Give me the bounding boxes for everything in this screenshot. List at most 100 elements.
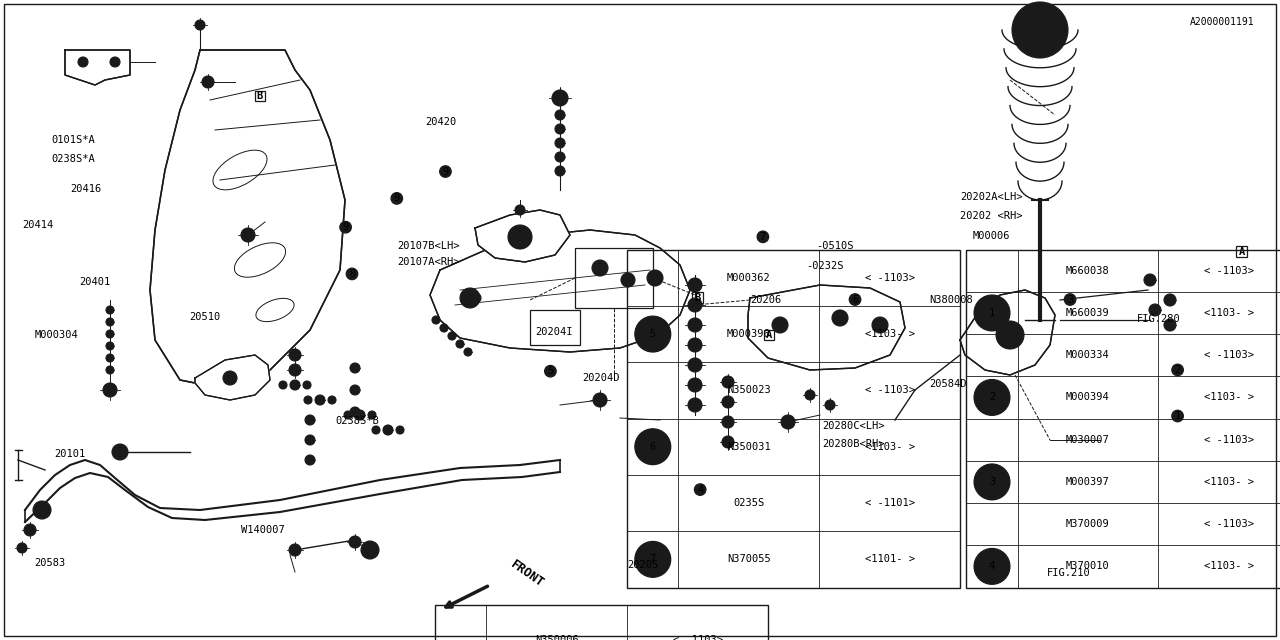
Bar	[764, 330, 774, 340]
Circle shape	[689, 338, 701, 352]
Circle shape	[974, 380, 1010, 415]
Circle shape	[241, 228, 255, 242]
Text: 3: 3	[989, 477, 995, 487]
Circle shape	[876, 321, 884, 329]
Circle shape	[279, 381, 287, 389]
Text: 0101S*A: 0101S*A	[51, 134, 95, 145]
Circle shape	[102, 383, 116, 397]
Circle shape	[392, 193, 402, 204]
Text: M000396: M000396	[727, 329, 771, 339]
Circle shape	[1172, 410, 1184, 422]
Circle shape	[593, 393, 607, 407]
Circle shape	[305, 435, 315, 445]
Text: 20204D: 20204D	[582, 372, 620, 383]
Circle shape	[17, 543, 27, 553]
Circle shape	[596, 264, 604, 272]
Circle shape	[996, 321, 1024, 349]
Circle shape	[113, 444, 128, 460]
Circle shape	[1004, 328, 1018, 342]
Text: 20416: 20416	[70, 184, 101, 194]
Circle shape	[456, 340, 465, 348]
Circle shape	[826, 400, 835, 410]
Polygon shape	[65, 50, 131, 85]
Circle shape	[635, 429, 671, 465]
Text: 20401: 20401	[79, 276, 110, 287]
Bar	[627, 250, 960, 588]
Circle shape	[433, 316, 440, 324]
Circle shape	[832, 310, 849, 326]
Bar	[530, 310, 580, 345]
Text: < -1103>: < -1103>	[672, 635, 723, 640]
Text: FIG.210: FIG.210	[1047, 568, 1091, 578]
Text: M000394: M000394	[1066, 392, 1110, 403]
Circle shape	[1065, 294, 1075, 305]
Polygon shape	[430, 230, 690, 352]
Circle shape	[202, 76, 214, 88]
Text: 6: 6	[650, 442, 655, 452]
Text: 9: 9	[343, 222, 348, 232]
Circle shape	[722, 396, 733, 408]
Circle shape	[689, 318, 701, 332]
Text: M030007: M030007	[1066, 435, 1110, 445]
Text: 20583: 20583	[35, 558, 65, 568]
Text: A: A	[767, 330, 772, 340]
Text: N350023: N350023	[727, 385, 771, 396]
Circle shape	[289, 364, 301, 376]
Text: FRONT: FRONT	[508, 558, 547, 590]
Text: <1103- >: <1103- >	[1203, 392, 1254, 403]
Text: 7: 7	[650, 554, 655, 564]
Text: 5: 5	[650, 329, 655, 339]
Circle shape	[78, 57, 88, 67]
Text: 20420: 20420	[425, 116, 456, 127]
Circle shape	[460, 288, 480, 308]
Circle shape	[850, 294, 861, 305]
Circle shape	[621, 273, 635, 287]
Circle shape	[305, 415, 315, 425]
Circle shape	[106, 354, 114, 362]
Polygon shape	[150, 50, 346, 390]
Circle shape	[974, 295, 1010, 331]
Circle shape	[635, 316, 671, 352]
Circle shape	[349, 407, 360, 417]
Circle shape	[223, 371, 237, 385]
Circle shape	[1034, 24, 1046, 36]
Text: <1103- >: <1103- >	[1203, 561, 1254, 572]
Text: <1103- >: <1103- >	[864, 442, 915, 452]
Circle shape	[24, 524, 36, 536]
Text: 20280B<RH>: 20280B<RH>	[822, 438, 884, 449]
Text: N380008: N380008	[929, 294, 973, 305]
Text: <1101- >: <1101- >	[864, 554, 915, 564]
Circle shape	[303, 381, 311, 389]
Circle shape	[556, 152, 564, 162]
Circle shape	[289, 349, 301, 361]
Circle shape	[349, 536, 361, 548]
Circle shape	[772, 317, 788, 333]
Text: 20414: 20414	[22, 220, 52, 230]
Text: 20280C<LH>: 20280C<LH>	[822, 421, 884, 431]
Circle shape	[305, 396, 312, 404]
Circle shape	[689, 378, 701, 392]
Circle shape	[106, 342, 114, 350]
Circle shape	[1012, 2, 1068, 58]
Text: B: B	[695, 292, 700, 303]
Circle shape	[106, 366, 114, 374]
Text: W140007: W140007	[241, 525, 284, 535]
Circle shape	[1149, 304, 1161, 316]
Circle shape	[689, 398, 701, 412]
Circle shape	[369, 411, 376, 419]
Circle shape	[722, 436, 733, 448]
Text: <1103- >: <1103- >	[1203, 308, 1254, 318]
Text: N350031: N350031	[727, 442, 771, 452]
Circle shape	[289, 544, 301, 556]
Text: 20107A<RH>: 20107A<RH>	[397, 257, 460, 268]
Text: 20510: 20510	[189, 312, 220, 322]
Circle shape	[305, 455, 315, 465]
Text: A2000001191: A2000001191	[1190, 17, 1254, 28]
Circle shape	[1164, 319, 1176, 331]
Circle shape	[110, 57, 120, 67]
Circle shape	[689, 298, 701, 312]
Circle shape	[722, 416, 733, 428]
Text: M370010: M370010	[1066, 561, 1110, 572]
Text: 20101: 20101	[54, 449, 84, 460]
Circle shape	[349, 385, 360, 395]
